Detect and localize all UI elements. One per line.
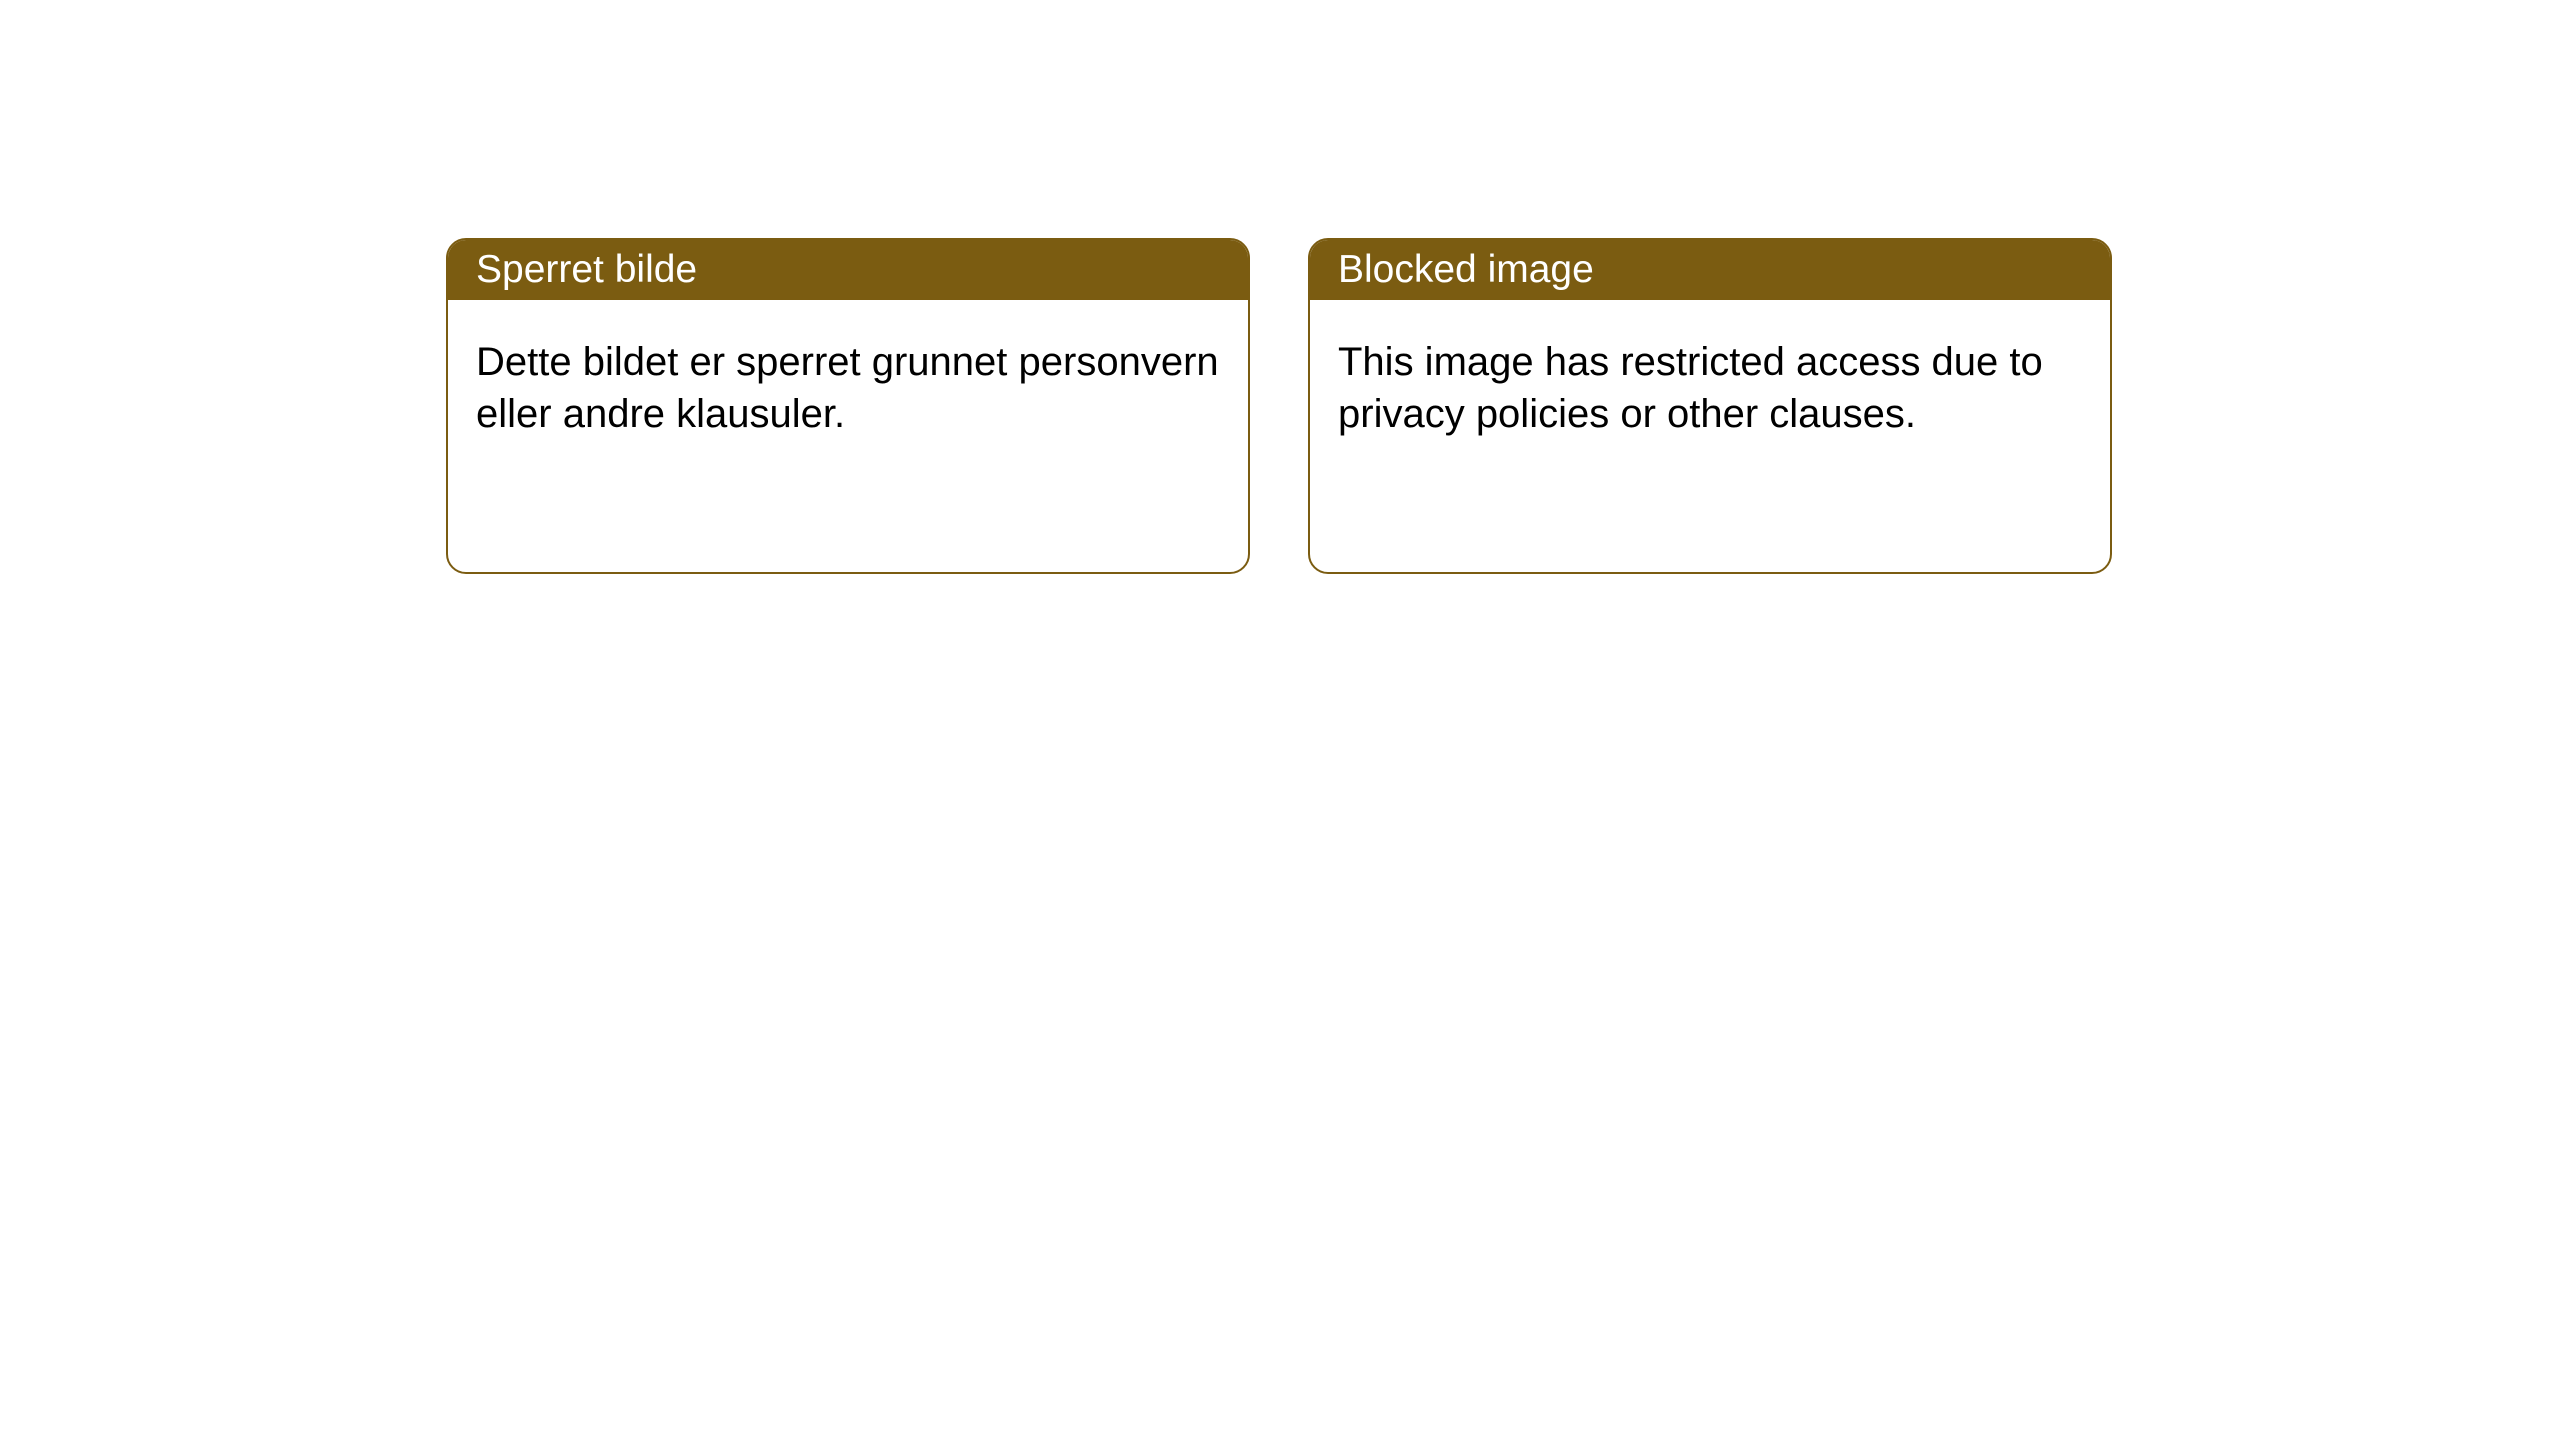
notice-card-norwegian: Sperret bilde Dette bildet er sperret gr… <box>446 238 1250 574</box>
notice-cards-container: Sperret bilde Dette bildet er sperret gr… <box>0 0 2560 574</box>
card-body-english: This image has restricted access due to … <box>1310 300 2110 476</box>
card-title: Blocked image <box>1338 248 1594 291</box>
card-body-text: Dette bildet er sperret grunnet personve… <box>476 340 1219 436</box>
card-title: Sperret bilde <box>476 248 697 291</box>
card-header-english: Blocked image <box>1310 240 2110 300</box>
card-header-norwegian: Sperret bilde <box>448 240 1248 300</box>
card-body-norwegian: Dette bildet er sperret grunnet personve… <box>448 300 1248 476</box>
card-body-text: This image has restricted access due to … <box>1338 340 2043 436</box>
notice-card-english: Blocked image This image has restricted … <box>1308 238 2112 574</box>
